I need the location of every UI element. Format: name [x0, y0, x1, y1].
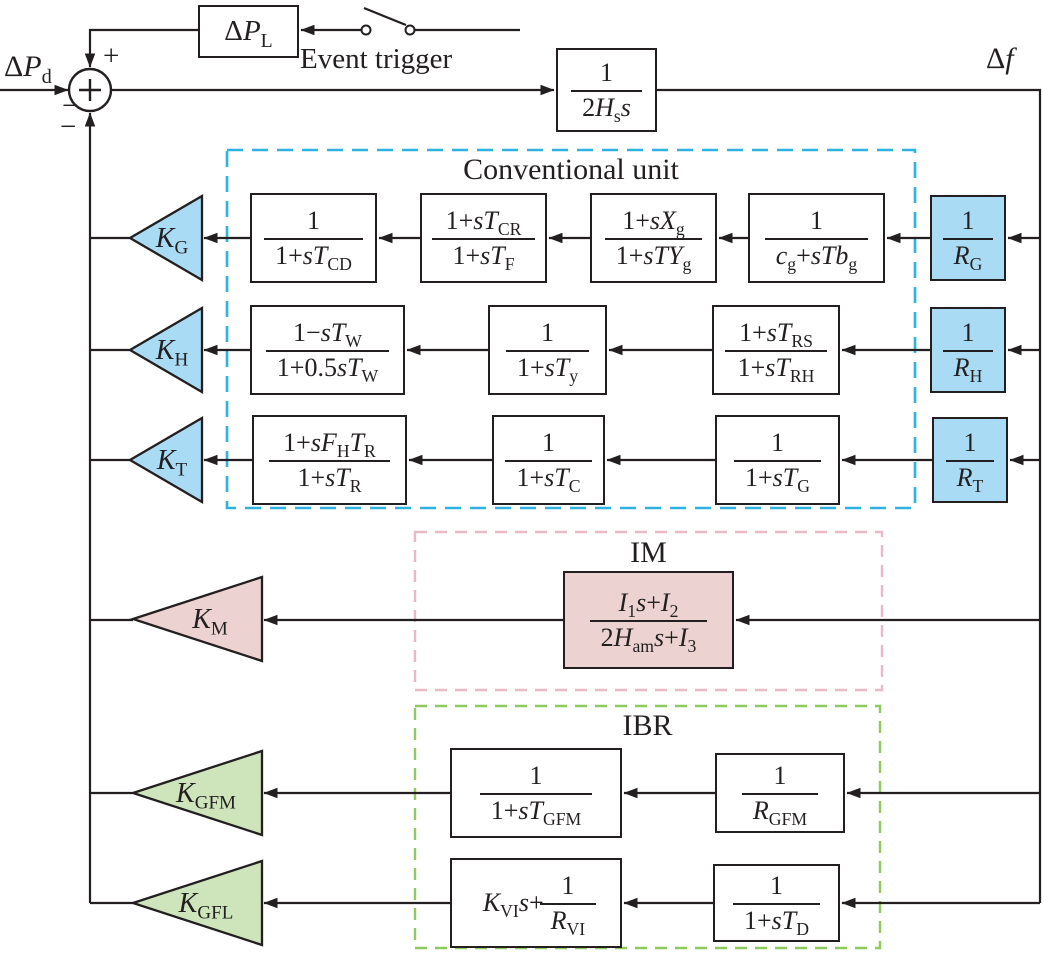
tf-block-kvi: KVIs+ 1 RVI	[450, 858, 622, 948]
gain-kgfl-label: KGFL	[178, 888, 234, 924]
ibr-dashed-box	[413, 704, 882, 950]
tf-num: 1	[479, 761, 593, 795]
tf-num: 1	[945, 428, 995, 462]
signal-lines	[0, 6, 1042, 909]
tf-den: 2Hams+I3	[600, 622, 697, 656]
tf-num: 1+sTRS	[725, 318, 827, 352]
gain-kh-triangle	[127, 305, 204, 395]
tf-num: 1	[264, 206, 363, 240]
tf-block-rh: 1 RH	[930, 307, 1006, 393]
tf-prefix: KVIs+	[482, 888, 544, 922]
tf-den: 1+sTYg	[615, 240, 692, 274]
tf-num: 1	[505, 318, 590, 352]
tf-block-tcr: 1+sTCR 1+sTF	[420, 193, 547, 283]
group-boxes	[225, 148, 917, 950]
gain-kgfl-triangle	[129, 859, 264, 947]
tf-block-rt: 1 RT	[932, 417, 1008, 503]
tf-num: 1	[733, 428, 821, 462]
switch-blade	[363, 6, 407, 27]
event-switch-icon	[360, 24, 416, 36]
ibr-title: IBR	[622, 709, 673, 742]
gain-kgfm-triangle	[129, 749, 264, 837]
tf-den: 1+sTG	[744, 462, 810, 496]
tf-block-cg: 1 cg+sTbg	[748, 193, 885, 283]
tf-den: 1+0.5sTW	[276, 352, 379, 386]
gain-kt-triangle	[127, 415, 204, 505]
tf-den: 1+sTCD	[275, 240, 352, 274]
tf-den: 1+sTRH	[737, 352, 815, 386]
event-trigger-label: Event trigger	[300, 43, 453, 75]
tf-den: cg+sTbg	[775, 240, 858, 274]
gain-km-triangle	[129, 575, 264, 663]
tf-num: 1+sXg	[604, 206, 703, 240]
tf-num: 1	[539, 871, 597, 905]
input-label: ΔPd	[4, 50, 52, 88]
sum-sign-minus-left: −	[62, 90, 79, 122]
tf-num: 1+sTCR	[431, 206, 536, 240]
tf-den: 1+sTGFM	[490, 795, 582, 829]
sum-sign-minus-bottom: −	[60, 111, 77, 143]
tf-block-rg: 1 RG	[930, 195, 1006, 281]
tf-block-ty: 1 1+sTy	[488, 305, 607, 395]
tf-num: 1−sTW	[265, 318, 390, 352]
tf-den: RG	[953, 240, 983, 274]
tf-num: 1	[942, 206, 994, 240]
plus-icon	[79, 79, 101, 101]
gain-triangles	[127, 193, 264, 947]
tf-den: 1+sTD	[743, 905, 809, 939]
tf-den: RH	[953, 352, 983, 386]
tf-num: 1	[732, 871, 820, 905]
gain-km-label: KM	[192, 604, 228, 640]
tf-block-fhtr: 1+sFHTR 1+sTR	[252, 415, 407, 505]
tf-den: 1+sTR	[297, 462, 362, 496]
tf-den: 1+sTC	[516, 462, 581, 496]
tf-den: RGFM	[752, 795, 808, 829]
tf-den: RVI	[550, 905, 586, 939]
tf-block-inertia: 1 2Hss	[556, 48, 657, 132]
tf-num: 1	[764, 206, 869, 240]
tf-block-td: 1 1+sTD	[713, 864, 840, 942]
tf-den: 2Hss	[582, 92, 631, 126]
tf-block-xg: 1+sXg 1+sTYg	[590, 193, 717, 283]
output-label: Δf	[986, 42, 1014, 75]
tf-block-im: I1s+I2 2Hams+I3	[563, 571, 734, 669]
im-dashed-box	[413, 530, 884, 692]
tf-den: RT	[956, 462, 984, 496]
gain-kh-label: KH	[155, 335, 189, 371]
im-title: IM	[630, 536, 667, 569]
conventional-unit-dashed-box	[225, 148, 917, 510]
tf-num: 1	[942, 318, 994, 352]
tf-num: 1	[571, 58, 642, 92]
tf-block-tgfm: 1 1+sTGFM	[450, 748, 622, 838]
gain-kg-triangle	[127, 193, 204, 283]
gain-kg-label: KG	[155, 223, 189, 259]
tf-block-tcd: 1 1+sTCD	[250, 193, 377, 283]
summing-junction	[67, 67, 113, 113]
delta-pl-text: ΔPL	[224, 15, 273, 53]
sum-sign-plus: +	[103, 40, 120, 72]
tf-block-tc: 1 1+sTC	[492, 415, 605, 505]
tf-block-rgfm: 1 RGFM	[715, 753, 845, 833]
tf-den: 1+sTy	[516, 352, 579, 386]
gain-kgfm-label: KGFM	[176, 778, 236, 814]
gain-kt-label: KT	[156, 445, 188, 481]
conventional-unit-title: Conventional unit	[463, 153, 679, 186]
tf-num: 1	[741, 761, 819, 795]
tf-block-tg: 1 1+sTG	[715, 415, 840, 505]
tf-block-trs: 1+sTRS 1+sTRH	[712, 305, 840, 395]
tf-den: 1+sTF	[452, 240, 515, 274]
delta-pl-block: ΔPL	[198, 5, 299, 58]
tf-num: I1s+I2	[589, 588, 708, 622]
tf-num: 1+sFHTR	[269, 428, 390, 462]
tf-block-tw: 1−sTW 1+0.5sTW	[250, 305, 405, 395]
tf-num: 1	[505, 428, 592, 462]
